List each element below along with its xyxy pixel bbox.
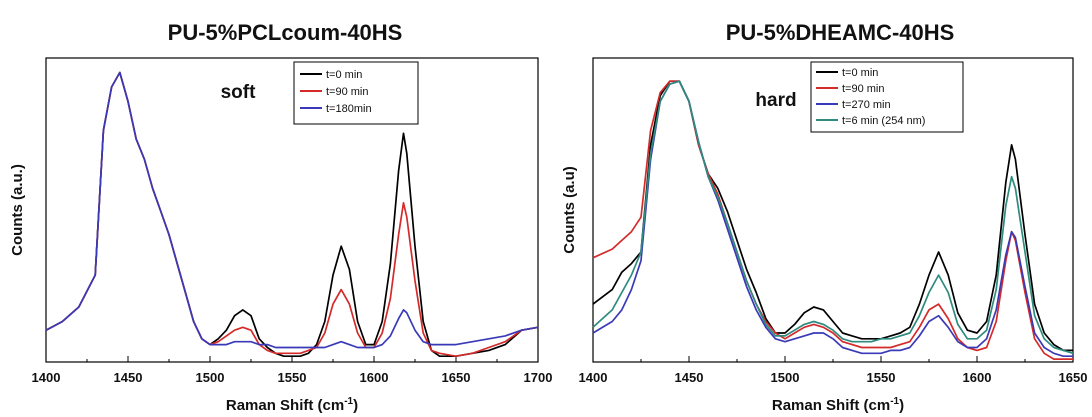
annotation-soft: soft [221,82,257,103]
legend-label: t=90 min [326,86,369,98]
chart-title: PU-5%DHEAMC-40HS [726,20,955,45]
x-tick-label: 1650 [442,370,471,385]
legend-label: t=0 min [326,69,362,81]
legend-label: t=270 min [842,99,891,111]
x-tick-label: 1550 [278,370,307,385]
legend-label: t=0 min [842,67,878,79]
chart-right: PU-5%DHEAMC-40HS 1400 1450 1500 1550 1600 165… [561,20,1087,414]
x-tick-label: 1600 [360,370,389,385]
legend: t=0 min t=90 min t=180min [293,61,419,125]
legend-box [293,61,419,125]
y-axis-label: Counts (a.u) [561,166,578,254]
x-axis-label: Raman Shift (cm-1) [226,396,358,414]
plot-frame [45,57,539,363]
legend-label: t=90 min [842,83,885,95]
x-axis-label: Raman Shift (cm-1) [772,396,904,414]
y-axis-label: Counts (a.u.) [9,164,26,256]
plot-lines [45,71,539,358]
series-line [45,71,539,358]
legend-label: t=180min [326,103,372,115]
x-tick-label: 1400 [579,370,608,385]
series-line [45,71,539,349]
x-tick-label: 1450 [114,370,143,385]
series-line [45,71,539,358]
x-tick-label: 1500 [771,370,800,385]
plot-lines [592,80,1074,360]
x-tick-label: 1650 [1059,370,1088,385]
x-tick-label: 1550 [867,370,896,385]
legend: t=0 min t=90 min t=270 min t=6 min (254 nm) [810,61,964,133]
x-tick-label: 1500 [196,370,225,385]
series-line [592,80,1074,355]
chart-left: PU-5%PCLcoum-40HS 1400 1450 1500 1550 1600 16… [9,20,552,414]
x-axis: 1400 1450 1500 1550 1600 1650 [579,356,1088,385]
x-tick-label: 1700 [524,370,553,385]
x-tick-label: 1400 [32,370,61,385]
x-axis: 1400 1450 1500 1550 1600 1650 1700 [32,356,553,385]
annotation-hard: hard [755,90,796,111]
x-tick-label: 1600 [963,370,992,385]
legend-label: t=6 min (254 nm) [842,115,925,127]
x-tick-label: 1450 [675,370,704,385]
chart-title: PU-5%PCLcoum-40HS [168,20,403,45]
